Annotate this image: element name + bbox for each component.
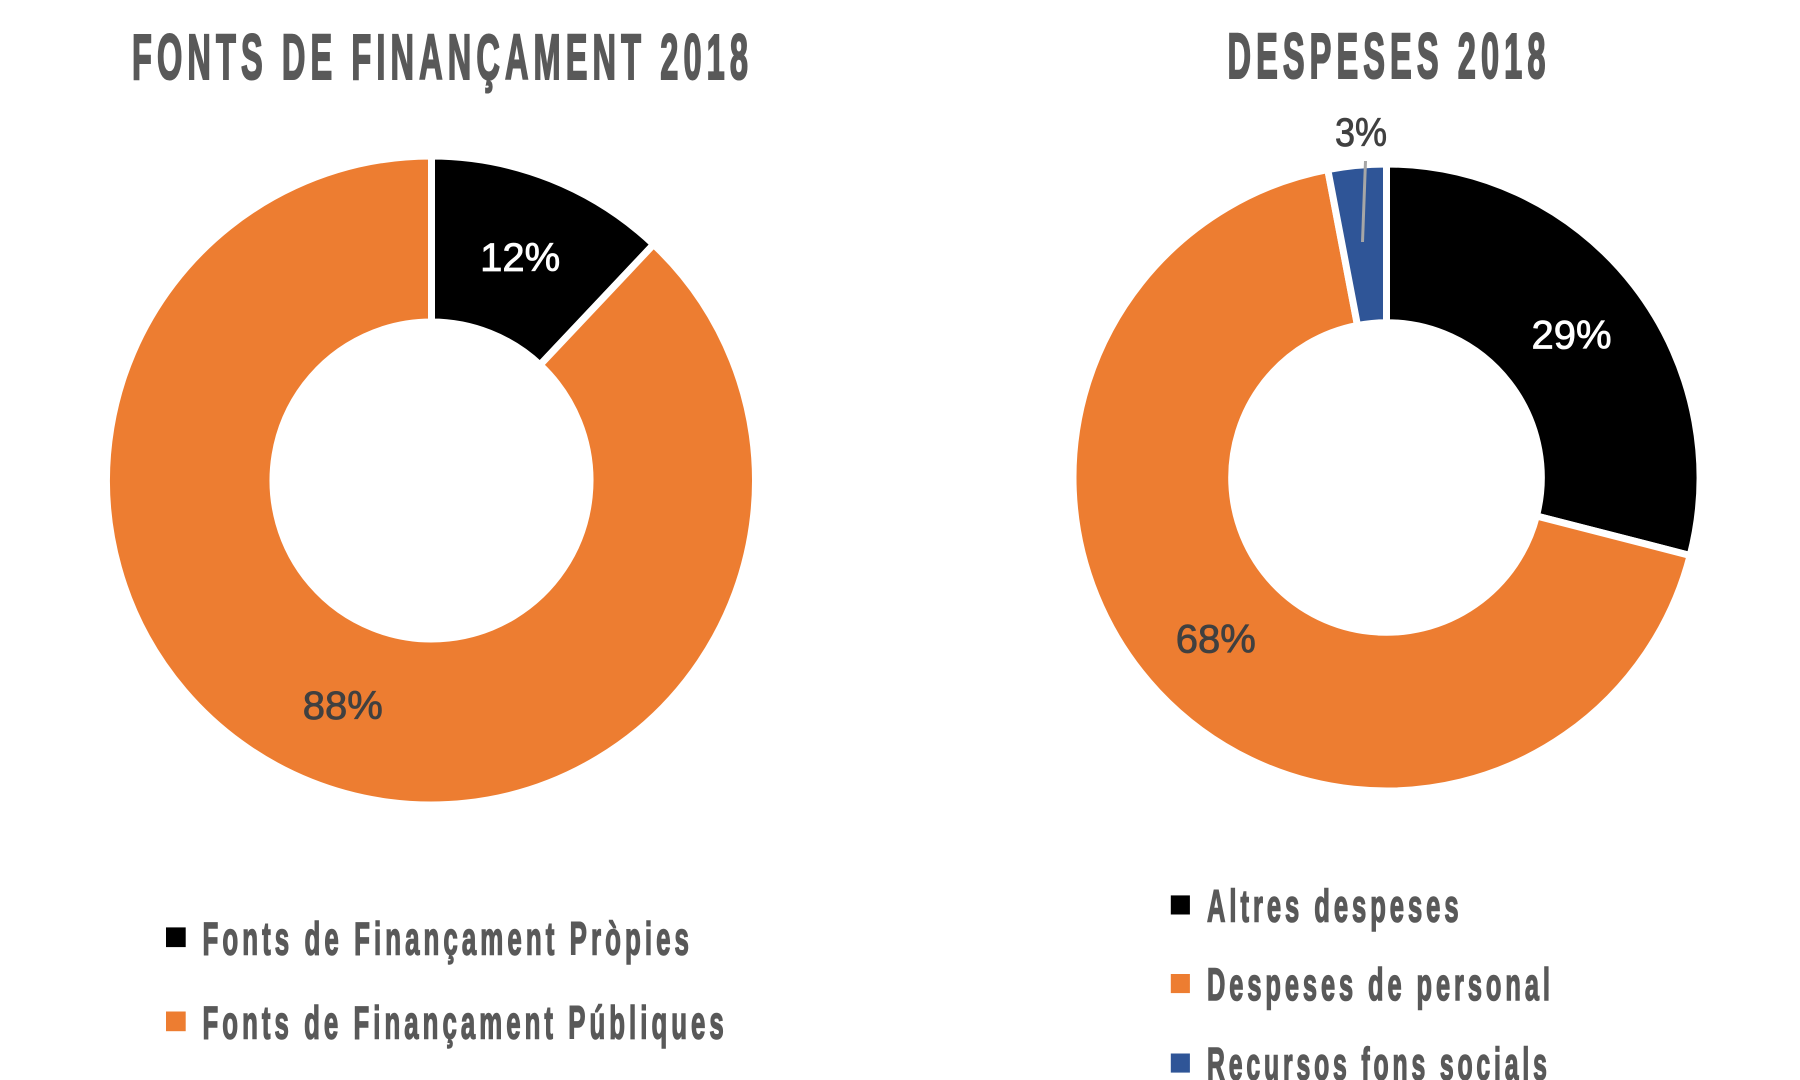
svg-text:12%: 12% — [480, 236, 560, 280]
svg-text:Fonts de Finançament Públiques: Fonts de Finançament Públiques — [203, 996, 728, 1048]
svg-text:Recursos fons socials: Recursos fons socials — [1207, 1039, 1551, 1080]
svg-text:68%: 68% — [1176, 617, 1256, 661]
svg-text:Fonts de Finançament Pròpies: Fonts de Finançament Pròpies — [203, 912, 694, 964]
svg-text:Despeses de personal: Despeses de personal — [1207, 959, 1554, 1010]
svg-text:Altres despeses: Altres despeses — [1207, 881, 1463, 931]
svg-text:DESPESES 2018: DESPESES 2018 — [1228, 20, 1551, 92]
svg-text:88%: 88% — [303, 684, 383, 728]
svg-text:FONTS DE FINANÇAMENT 2018: FONTS DE FINANÇAMENT 2018 — [132, 21, 753, 93]
svg-text:29%: 29% — [1531, 314, 1611, 358]
svg-text:3%: 3% — [1335, 111, 1387, 155]
